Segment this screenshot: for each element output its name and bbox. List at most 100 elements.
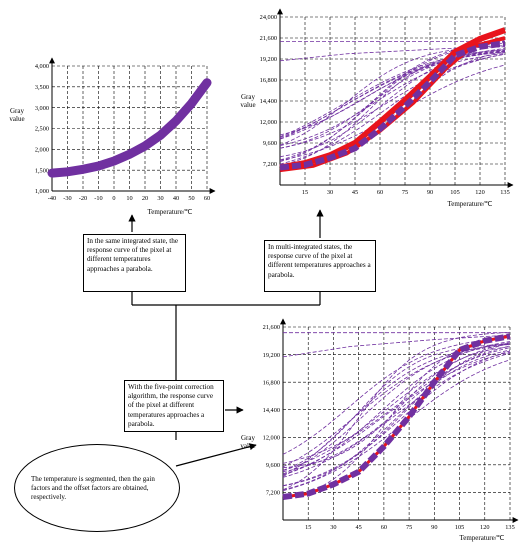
state-curve (282, 352, 511, 478)
segment-note-text: The temperature is segmented, then the g… (31, 474, 155, 501)
x-tick-label: 10 (126, 195, 132, 202)
five-point-note: With the five-point correction algorithm… (124, 380, 224, 432)
state-curve (279, 53, 506, 165)
x-tick-label: 120 (475, 189, 484, 196)
segment-note: The temperature is segmented, then the g… (14, 444, 180, 532)
y-tick-label: 4,000 (35, 63, 49, 70)
x-tick-label: 50 (188, 195, 194, 202)
x-tick-label: 60 (381, 524, 387, 531)
state-curve (279, 53, 506, 149)
y-tick-label: 9,600 (263, 140, 277, 147)
x-tick-label: 120 (480, 524, 489, 531)
x-tick-label: 90 (431, 524, 437, 531)
y-tick-label: 2,000 (35, 147, 49, 154)
state-curve (279, 51, 506, 149)
y-tick-label: 1,000 (35, 188, 49, 195)
y-tick-label: 7,200 (263, 161, 277, 168)
state-curve (279, 41, 506, 162)
y-axis-label: value (9, 115, 24, 123)
five-point-chart: 15 30 45 60 75 90 105 120 135 7,200 9,600 12,000 14,… (240, 318, 519, 542)
x-tick-label: 15 (305, 524, 311, 531)
y-tick-label: 3,500 (35, 84, 49, 91)
y-tick-label: 19,200 (263, 352, 280, 359)
x-tick-label: -20 (79, 195, 87, 202)
y-axis-label: Gray (241, 93, 255, 101)
x-tick-label: 60 (204, 195, 210, 202)
x-tick-label: 105 (450, 189, 459, 196)
x-tick-label: 75 (406, 524, 412, 531)
y-tick-label: 12,000 (260, 119, 277, 126)
state-curve (282, 336, 511, 500)
state-curve (279, 49, 506, 166)
x-tick-label: 30 (327, 189, 333, 196)
multi-state-note: In multi-integrated states, the response… (264, 240, 376, 292)
x-tick-label: -40 (48, 195, 56, 202)
y-tick-label: 21,600 (263, 324, 280, 331)
y-tick-label: 16,800 (260, 77, 277, 84)
x-tick-label: 30 (330, 524, 336, 531)
x-tick-label: 45 (352, 189, 358, 196)
y-tick-label: 21,600 (260, 35, 277, 42)
y-tick-label: 7,200 (266, 490, 280, 497)
y-tick-label: 3,000 (35, 105, 49, 112)
x-tick-label: -10 (94, 195, 102, 202)
x-tick-label: 105 (455, 524, 464, 531)
y-tick-label: 9,600 (266, 462, 280, 469)
x-tick-label: 75 (402, 189, 408, 196)
state-curve (282, 347, 511, 464)
x-tick-label: 45 (356, 524, 362, 531)
y-tick-label: 24,000 (260, 14, 277, 21)
state-curve (282, 342, 511, 487)
y-tick-label: 14,400 (263, 407, 280, 414)
y-axis-label: value (240, 101, 255, 109)
state-curve (282, 359, 511, 492)
state-curve (282, 350, 511, 487)
state-curve (282, 334, 511, 358)
x-tick-label: -30 (63, 195, 71, 202)
fitted-curve (279, 40, 506, 171)
y-tick-label: 14,400 (260, 98, 277, 105)
state-curve (282, 351, 511, 476)
state-curve (279, 51, 506, 140)
state-curve (279, 49, 506, 138)
state-curve (279, 50, 506, 136)
y-tick-label: 19,200 (260, 56, 277, 63)
state-curve (279, 53, 506, 146)
state-curve (279, 50, 506, 140)
multi-state-chart: 15 30 45 60 75 90 105 120 135 7,200 9,600 12,000 14,… (240, 8, 514, 208)
fitted-curve (282, 333, 511, 500)
single-state-chart: -40 -30 -20 -10 0 10 20 30 40 50 60 1,000 1,500 2,000… (9, 57, 216, 216)
x-tick-label: 15 (302, 189, 308, 196)
state-curve (282, 349, 511, 491)
y-axis-label: value (240, 442, 255, 450)
y-tick-label: 2,500 (35, 126, 49, 133)
x-axis-label: Temperature/℃ (147, 208, 192, 216)
y-tick-label: 16,800 (263, 379, 280, 386)
y-tick-label: 12,000 (263, 434, 280, 441)
x-tick-label: 0 (112, 195, 115, 202)
x-tick-label: 60 (377, 189, 383, 196)
state-curve (282, 337, 511, 455)
x-tick-label: 135 (500, 189, 509, 196)
single-state-note: In the same integrated state, the respon… (83, 234, 186, 292)
main-response-curve (279, 36, 506, 173)
arrow-ellipse-to-chart (175, 443, 257, 467)
y-tick-label: 1,500 (35, 167, 49, 174)
x-tick-label: 20 (142, 195, 148, 202)
y-axis-label: Gray (10, 107, 24, 115)
y-axis-label: Gray (241, 434, 255, 442)
state-curve (282, 343, 511, 468)
x-tick-label: 40 (173, 195, 179, 202)
state-curve (279, 48, 506, 158)
x-tick-label: 90 (427, 189, 433, 196)
x-tick-label: 135 (505, 524, 514, 531)
state-curve (282, 342, 511, 471)
state-curve (282, 342, 511, 475)
state-curve (282, 331, 511, 491)
state-curve (279, 50, 506, 138)
x-axis-label: Temperature/℃ (447, 200, 492, 208)
state-curve (279, 45, 506, 146)
x-tick-label: 30 (157, 195, 163, 202)
x-axis-label: Temperature/℃ (459, 534, 504, 542)
